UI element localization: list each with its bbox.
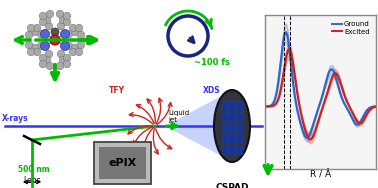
Circle shape xyxy=(63,60,71,68)
Circle shape xyxy=(56,10,64,18)
Circle shape xyxy=(46,62,54,70)
Circle shape xyxy=(56,62,64,70)
Excited xyxy=(374,105,378,108)
Bar xyxy=(222,101,228,110)
Circle shape xyxy=(69,24,77,32)
Circle shape xyxy=(59,16,67,24)
Ground xyxy=(372,105,376,108)
Excited xyxy=(323,98,328,101)
Text: 500 nm: 500 nm xyxy=(18,165,50,174)
Circle shape xyxy=(40,42,50,51)
Circle shape xyxy=(25,31,33,39)
Circle shape xyxy=(51,28,59,36)
Circle shape xyxy=(50,35,60,45)
Circle shape xyxy=(57,50,65,58)
Ground xyxy=(354,123,359,126)
Bar xyxy=(236,123,242,132)
Circle shape xyxy=(31,28,39,36)
Excited xyxy=(316,119,321,121)
Circle shape xyxy=(43,16,51,24)
Circle shape xyxy=(39,18,47,26)
Circle shape xyxy=(69,48,77,56)
Ground xyxy=(329,68,334,70)
Circle shape xyxy=(37,30,45,38)
Circle shape xyxy=(31,44,39,52)
Bar xyxy=(222,112,228,121)
Text: XDS: XDS xyxy=(203,86,221,95)
Ground xyxy=(323,83,328,85)
Circle shape xyxy=(39,60,47,68)
Bar xyxy=(229,112,235,121)
Bar xyxy=(99,147,146,179)
Circle shape xyxy=(39,54,47,62)
Circle shape xyxy=(45,50,53,58)
Circle shape xyxy=(63,54,71,62)
FancyBboxPatch shape xyxy=(94,142,151,184)
Ground xyxy=(284,31,288,33)
Ground xyxy=(374,105,378,108)
Circle shape xyxy=(77,31,85,39)
Circle shape xyxy=(59,56,67,64)
Ground xyxy=(316,106,321,108)
Ground xyxy=(305,137,309,139)
Circle shape xyxy=(75,48,83,56)
Circle shape xyxy=(57,22,65,30)
Circle shape xyxy=(25,41,33,49)
Text: Liquid
jet: Liquid jet xyxy=(168,110,189,123)
Circle shape xyxy=(63,12,71,20)
Circle shape xyxy=(39,12,47,20)
Circle shape xyxy=(37,42,45,50)
Excited xyxy=(262,105,267,108)
Circle shape xyxy=(77,41,85,49)
Circle shape xyxy=(71,44,79,52)
Circle shape xyxy=(65,30,73,38)
Circle shape xyxy=(43,56,51,64)
Circle shape xyxy=(75,24,83,32)
Circle shape xyxy=(65,42,73,50)
Bar xyxy=(229,123,235,132)
Excited xyxy=(316,121,320,123)
Bar xyxy=(229,134,235,143)
Bar xyxy=(229,145,235,154)
Text: X-rays: X-rays xyxy=(2,114,29,123)
Line: Excited: Excited xyxy=(265,49,376,139)
Excited xyxy=(329,78,334,81)
Text: ~100 fs: ~100 fs xyxy=(194,58,230,67)
Bar xyxy=(236,134,242,143)
Bar xyxy=(236,101,242,110)
Ellipse shape xyxy=(214,90,250,162)
X-axis label: R / Å: R / Å xyxy=(310,171,331,180)
Circle shape xyxy=(63,18,71,26)
Text: TFY: TFY xyxy=(109,86,125,95)
Ground xyxy=(262,105,267,108)
Circle shape xyxy=(27,48,35,56)
Bar xyxy=(229,101,235,110)
Bar xyxy=(222,134,228,143)
Legend: Ground, Excited: Ground, Excited xyxy=(330,18,373,37)
Circle shape xyxy=(45,22,53,30)
Text: ePIX: ePIX xyxy=(108,158,136,168)
Text: CSPAD: CSPAD xyxy=(215,183,249,188)
Bar xyxy=(236,112,242,121)
Circle shape xyxy=(60,30,70,39)
Excited xyxy=(354,119,359,121)
Text: Lens: Lens xyxy=(23,176,41,185)
Circle shape xyxy=(71,28,79,36)
Line: Ground: Ground xyxy=(265,32,376,138)
Bar xyxy=(222,145,228,154)
Excited xyxy=(372,106,376,108)
Circle shape xyxy=(27,24,35,32)
Excited xyxy=(287,48,291,51)
Bar xyxy=(236,145,242,154)
Circle shape xyxy=(33,24,41,32)
Polygon shape xyxy=(165,93,227,159)
Circle shape xyxy=(46,10,54,18)
Circle shape xyxy=(40,30,50,39)
Circle shape xyxy=(60,42,70,51)
Excited xyxy=(308,138,313,141)
Bar xyxy=(222,123,228,132)
Ground xyxy=(316,108,320,111)
Circle shape xyxy=(33,48,41,56)
